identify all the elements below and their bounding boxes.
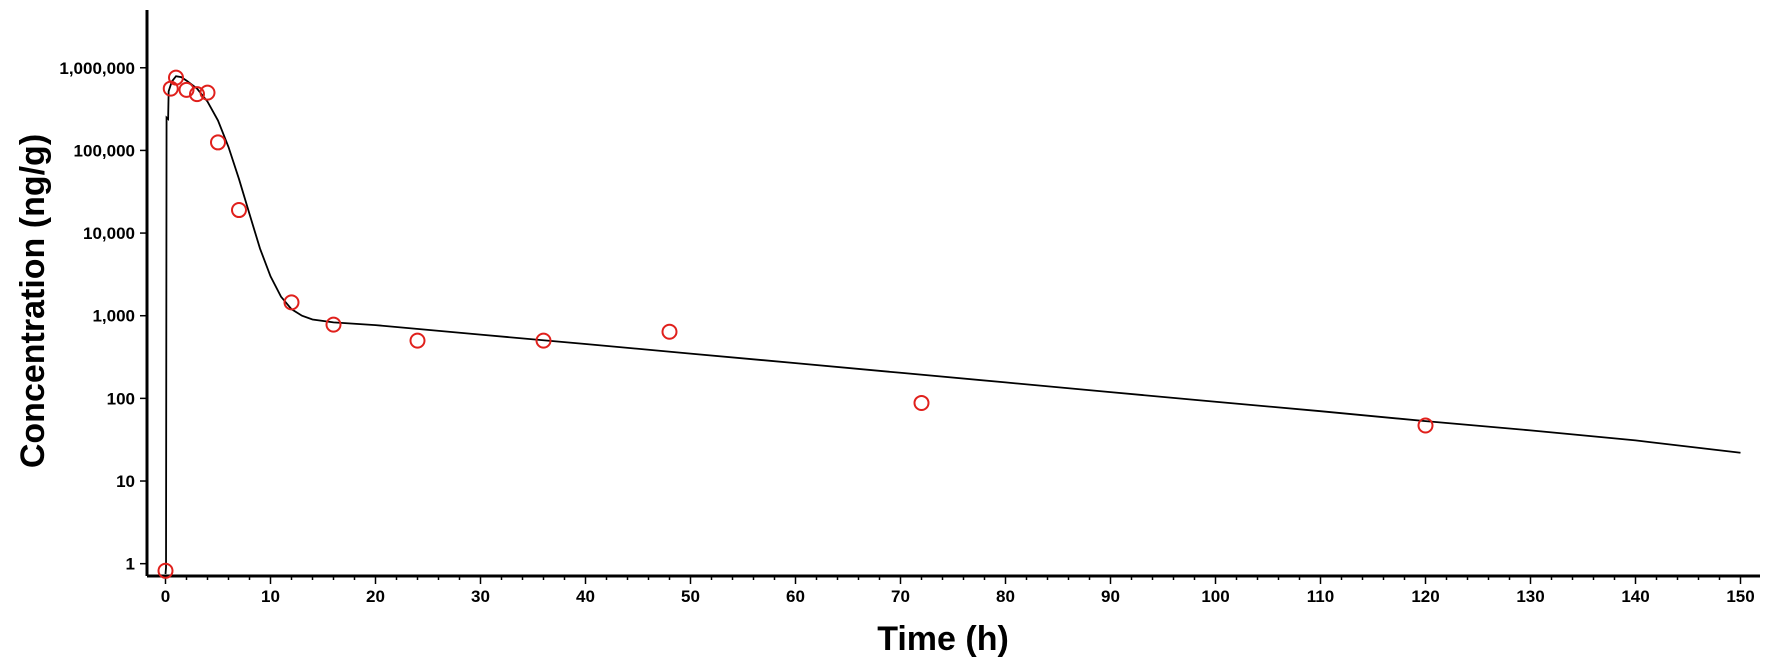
observed-points-layer [157,69,1434,579]
y-tick-label: 1,000 [92,307,135,326]
axes-layer [145,10,1760,578]
observed-data-point [661,323,678,340]
observed-data-point [231,202,247,219]
x-tick-label: 70 [891,587,910,606]
y-tick-label: 10 [116,472,135,491]
x-tick-label: 20 [366,587,385,606]
x-tick-label: 150 [1726,587,1754,606]
observed-data-point [535,332,552,349]
fitted-curve [164,75,1741,575]
x-tick-label: 140 [1621,587,1649,606]
y-tick-label: 1 [126,555,135,574]
observed-data-point [325,316,342,333]
x-tick-label: 50 [681,587,700,606]
observed-data-point [210,134,226,151]
x-tick-label: 40 [576,587,595,606]
y-tick-label: 1,000,000 [59,59,135,78]
x-tick-label: 120 [1411,587,1439,606]
observed-data-point [178,81,195,98]
y-tick-label: 100 [107,389,135,408]
observed-data-point [283,294,300,311]
observed-data-point [157,562,174,579]
x-tick-label: 100 [1201,587,1229,606]
observed-data-point [1417,417,1434,434]
y-ticks: 1 10 100 1,000 10,000 100,000 1,000,000 [59,59,147,574]
x-tick-label: 80 [996,587,1015,606]
observed-data-point [409,332,426,349]
x-tick-label: 110 [1307,587,1334,606]
y-axis-title: Concentration (ng/g) [14,134,52,468]
x-tick-label: 60 [786,587,805,606]
observed-data-point [913,394,930,411]
x-ticks: 0 10 20 30 40 50 60 70 80 90 100 110 120 130 140 150 [161,576,1755,606]
x-tick-label: 130 [1516,587,1544,606]
x-tick-label: 30 [471,587,490,606]
x-tick-label: 10 [261,587,280,606]
observed-data-point [199,84,216,101]
x-tick-label: 90 [1101,587,1120,606]
fitted-curve-layer [164,75,1741,575]
x-tick-label: 0 [161,587,170,606]
observed-data-point [168,69,184,86]
y-tick-label: 10,000 [83,224,135,243]
observed-data-point [189,86,205,103]
x-axis-title: Time (h) [877,620,1009,658]
y-tick-label: 100,000 [74,141,135,160]
